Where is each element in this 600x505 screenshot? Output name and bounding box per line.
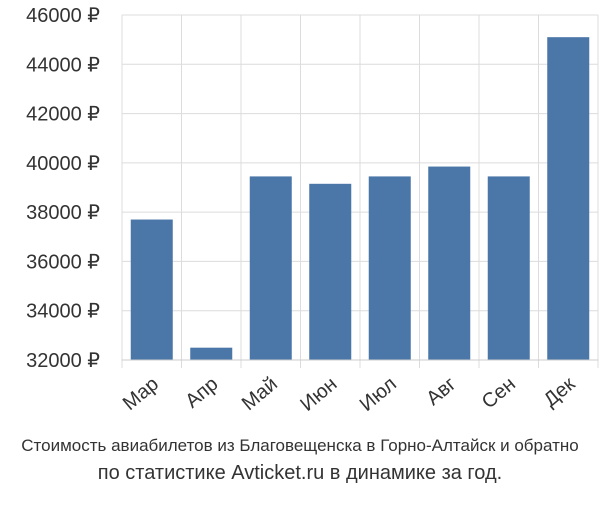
y-tick-label: 46000 ₽	[26, 5, 100, 27]
y-tick-label: 38000 ₽	[26, 202, 100, 224]
bar-Июн	[309, 183, 352, 360]
bar-Мар	[130, 219, 173, 360]
x-tick-label: Дек	[540, 373, 580, 411]
bar-Авг	[428, 166, 471, 360]
x-tick-label: Сен	[478, 373, 520, 413]
y-tick-label: 42000 ₽	[26, 104, 100, 126]
y-tick-label: 34000 ₽	[26, 301, 100, 323]
x-tick-label: Апр	[181, 373, 222, 413]
chart-caption-line-2: по статистике Avticket.ru в динамике за …	[97, 462, 503, 484]
bar-layer	[130, 37, 590, 361]
y-tick-label: 40000 ₽	[26, 153, 100, 175]
bar-Сен	[487, 176, 530, 360]
bar-Дек	[547, 37, 590, 361]
bar-Апр	[190, 347, 233, 360]
y-tick-label: 44000 ₽	[26, 54, 100, 76]
x-tick-label: Июл	[356, 373, 401, 416]
bar-Май	[249, 176, 292, 360]
y-tick-label: 32000 ₽	[26, 350, 100, 372]
x-tick-label: Авг	[422, 373, 460, 410]
y-tick-label: 36000 ₽	[26, 251, 100, 273]
x-tick-label: Мар	[119, 373, 163, 415]
bar-Июл	[368, 176, 411, 360]
grid-layer	[121, 14, 599, 368]
x-tick-label: Июн	[296, 373, 341, 416]
x-tick-label: Май	[238, 373, 282, 415]
chart-caption-line-1: Стоимость авиабилетов из Благовещенска в…	[21, 436, 579, 455]
